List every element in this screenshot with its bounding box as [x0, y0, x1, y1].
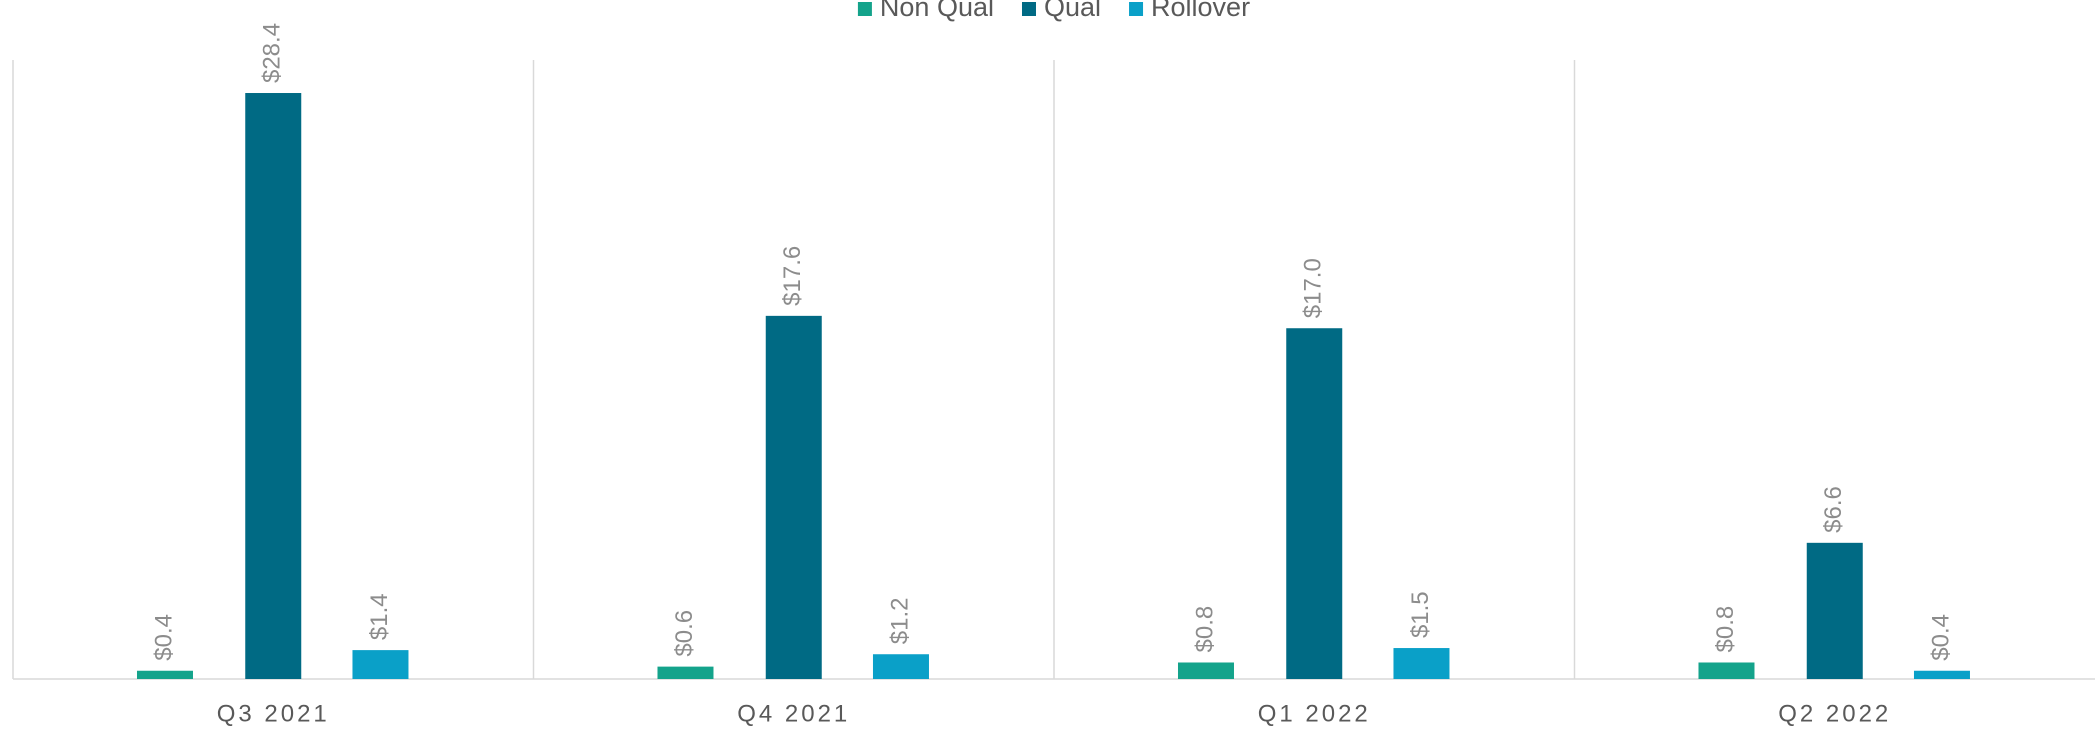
legend-swatch — [1021, 2, 1036, 16]
data-label: $0.8 — [1712, 606, 1739, 653]
legend-label: Rollover — [1151, 0, 1250, 22]
bar — [245, 93, 302, 680]
data-label: $28.4 — [259, 23, 286, 83]
bar — [1913, 670, 1970, 679]
bar — [765, 315, 822, 679]
bar — [352, 650, 409, 679]
bar — [1806, 542, 1863, 679]
bar — [136, 670, 193, 679]
bar — [1286, 328, 1343, 679]
legend-label: Qual — [1044, 0, 1101, 22]
data-label: $1.5 — [1407, 591, 1434, 638]
bar — [1393, 648, 1450, 679]
data-label: $17.6 — [779, 246, 806, 306]
x-tick-label: Q2 2022 — [1778, 700, 1891, 727]
legend-swatch — [1129, 2, 1144, 16]
legend-swatch — [857, 2, 872, 16]
data-label: $17.0 — [1300, 258, 1327, 318]
data-label: $1.4 — [366, 593, 393, 640]
bar — [1698, 662, 1755, 679]
bar — [1177, 662, 1234, 679]
data-label: $0.8 — [1191, 606, 1218, 653]
x-tick-label: Q1 2022 — [1258, 700, 1371, 727]
x-tick-label: Q4 2021 — [737, 700, 850, 727]
bar — [657, 666, 714, 679]
data-label: $0.4 — [1927, 614, 1954, 661]
data-label: $6.6 — [1820, 486, 1847, 533]
data-label: $1.2 — [886, 598, 913, 645]
data-label: $0.4 — [150, 614, 177, 661]
data-label: $0.6 — [671, 610, 698, 657]
bar — [872, 654, 929, 679]
legend-label: Non Qual — [880, 0, 994, 22]
x-tick-label: Q3 2021 — [217, 700, 330, 727]
